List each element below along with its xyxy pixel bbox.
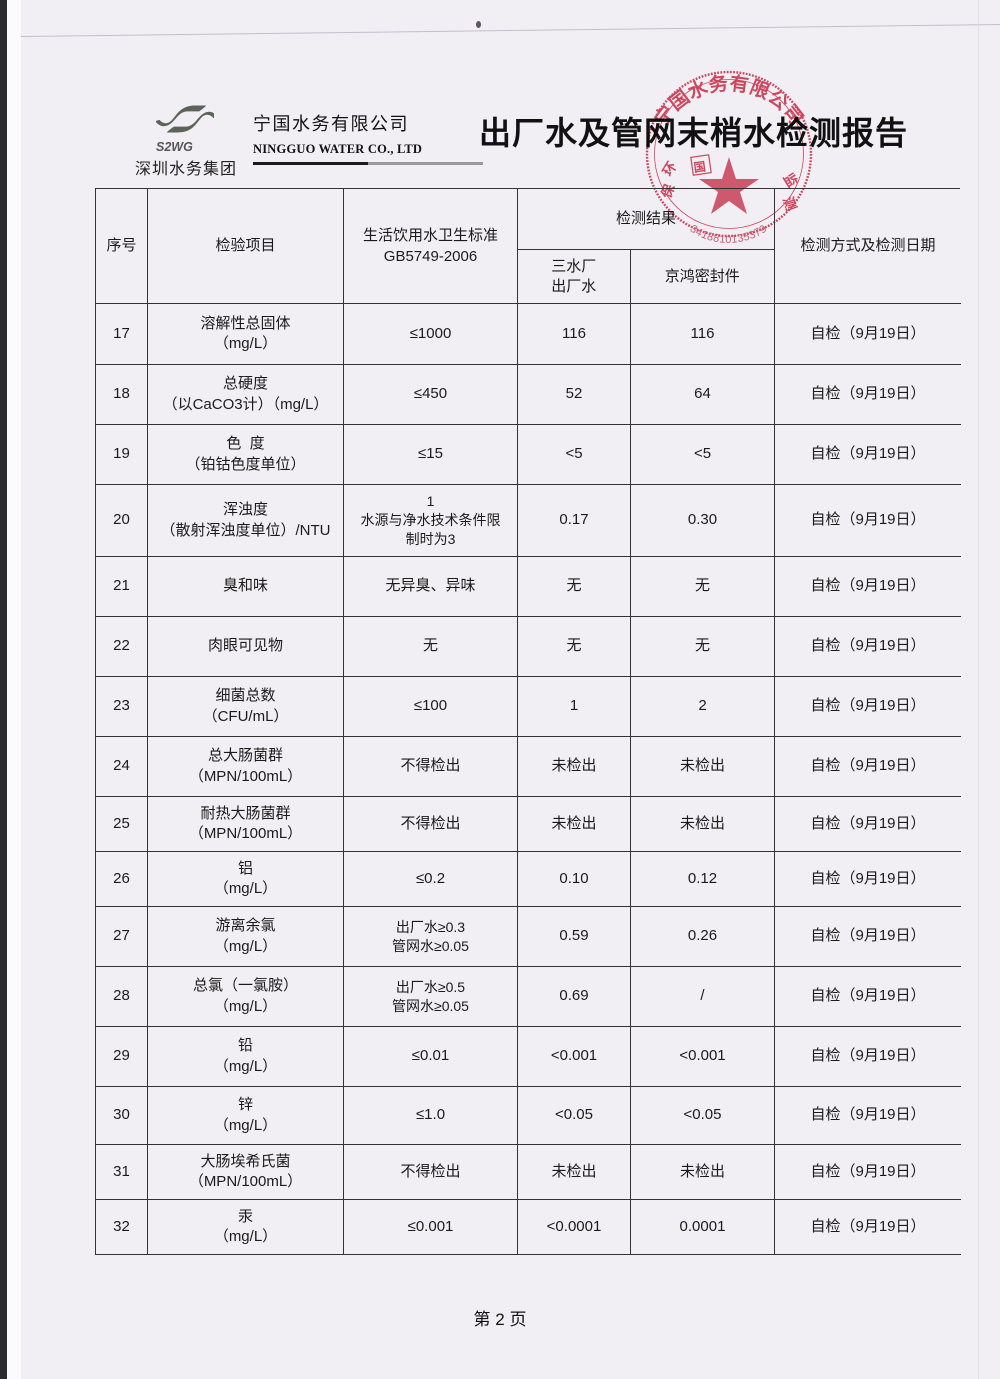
svg-text:宁国水务有限公司: 宁国水务有限公司 [649,71,806,129]
svg-text:国: 国 [693,159,707,175]
svg-text:环: 环 [660,159,680,179]
